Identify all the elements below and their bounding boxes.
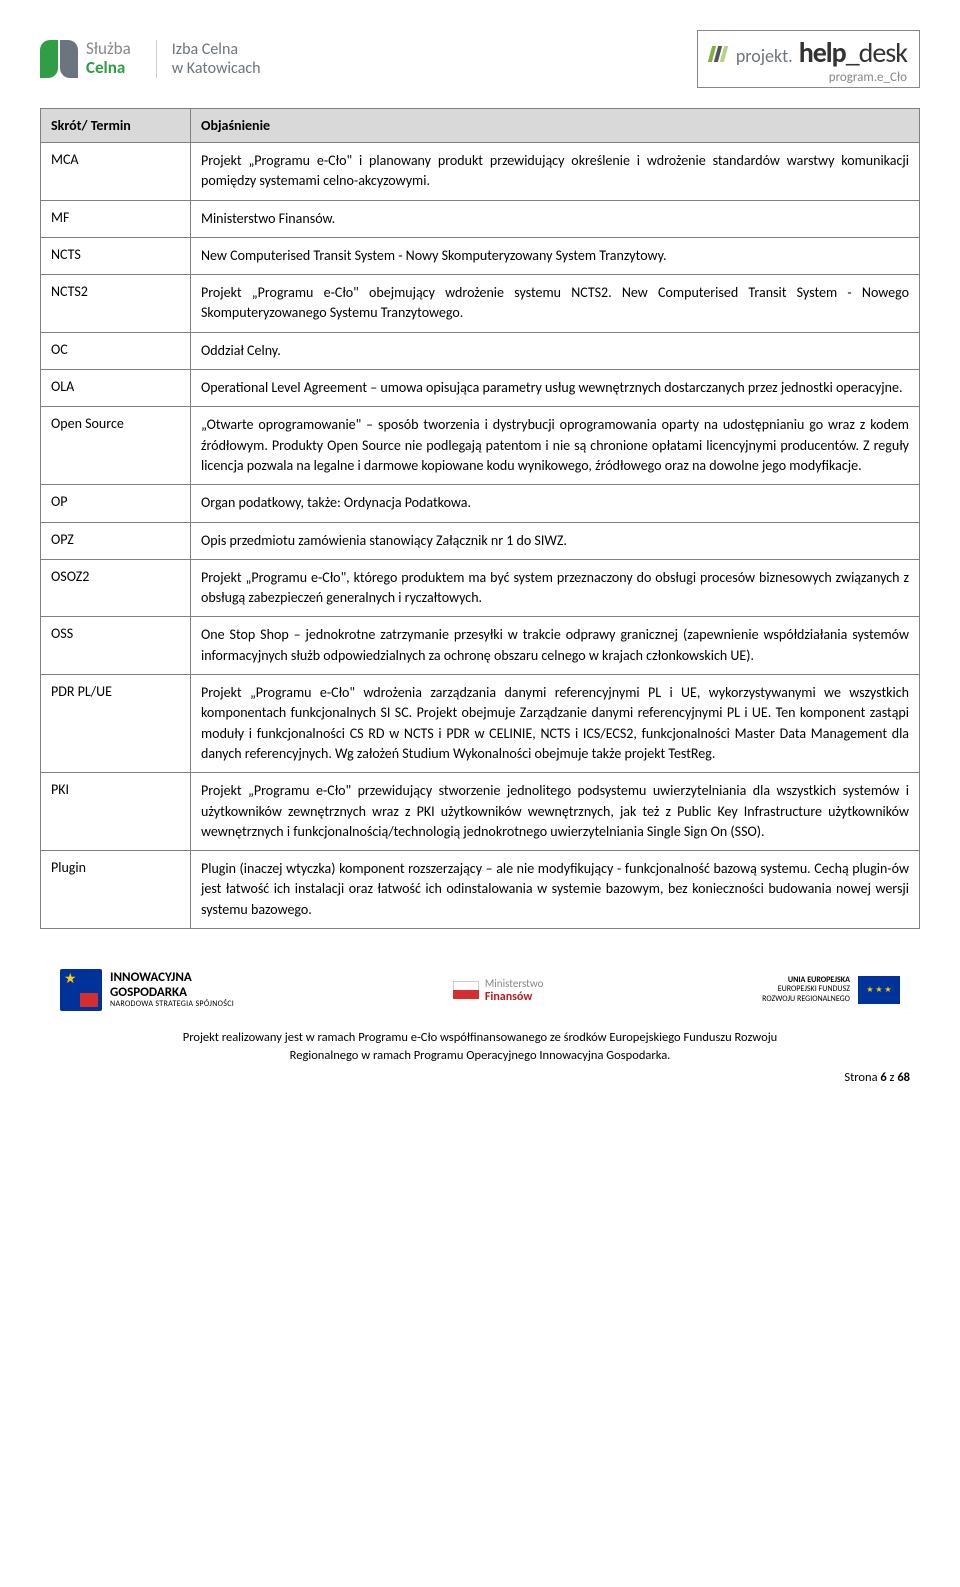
mf-line1: Ministerstwo [485, 977, 544, 990]
cell-desc: Projekt „Programu e-Cło", którego produk… [191, 559, 920, 617]
sluzba-celna-icon [40, 40, 78, 78]
table-row: OP Organ podatkowy, także: Ordynacja Poda… [41, 485, 920, 522]
cell-desc: New Computerised Transit System - Nowy S… [191, 237, 920, 274]
cell-term: OPZ [41, 522, 191, 559]
helpdesk-logo: projekt. help_desk program.e_Cło [697, 30, 920, 88]
page-footer: INNOWACYJNA GOSPODARKA NARODOWA STRATEGI… [40, 959, 920, 1095]
izba-line1: Izba Celna [172, 40, 261, 59]
cell-desc: Projekt „Programu e-Cło" obejmujący wdro… [191, 275, 920, 333]
table-row: NCTS New Computerised Transit System - No… [41, 237, 920, 274]
cell-term: NCTS2 [41, 275, 191, 333]
table-row: OLA Operational Level Agreement – umowa o… [41, 370, 920, 407]
cell-desc: Opis przedmiotu zamówienia stanowiący Za… [191, 522, 920, 559]
footer-logos: INNOWACYJNA GOSPODARKA NARODOWA STRATEGI… [40, 969, 920, 1011]
cell-term: OP [41, 485, 191, 522]
table-header-row: Skrót/ Termin Objaśnienie [41, 109, 920, 143]
cell-desc: „Otwarte oprogramowanie" – sposób tworze… [191, 407, 920, 485]
ig-line2: GOSPODARKA [110, 986, 234, 1000]
ig-icon [60, 969, 102, 1011]
logo-sluzba-celna: Służba Celna [40, 40, 131, 78]
desc-text: Ministerstwo Finansów. [201, 209, 909, 229]
table-row: MCAProjekt „Programu e-Cło" i planowany … [41, 143, 920, 201]
desc-text: Projekt „Programu e-Cło" przewidujący st… [201, 781, 909, 842]
eu-text: UNIA EUROPEJSKA EUROPEJSKI FUNDUSZ ROZWO… [762, 976, 850, 1005]
cell-desc: Oddział Celny. [191, 332, 920, 369]
table-row: PluginPlugin (inaczej wtyczka) komponent… [41, 851, 920, 929]
helpdesk-right: help_desk program.e_Cło [799, 35, 907, 85]
logo-line2: Celna [86, 59, 131, 78]
mf-flag-icon [453, 981, 479, 999]
cell-desc: Organ podatkowy, także: Ordynacja Podatk… [191, 485, 920, 522]
sluzba-celna-text: Służba Celna [86, 40, 131, 77]
footer-text-line1: Projekt realizowany jest w ramach Progra… [40, 1029, 920, 1047]
helpdesk-prefix: projekt. [736, 45, 793, 67]
glossary-table: Skrót/ Termin Objaśnienie MCAProjekt „Pr… [40, 108, 920, 929]
table-row: PDR PL/UEProjekt „Programu e-Cło" wdroże… [41, 675, 920, 773]
ig-line1: INNOWACYJNA [110, 971, 234, 985]
desc-text: Projekt „Programu e-Cło" wdrożenia zarzą… [201, 683, 909, 764]
mf-line2: Finansów [485, 990, 544, 1004]
cell-term: OC [41, 332, 191, 369]
footer-disclaimer: Projekt realizowany jest w ramach Progra… [40, 1029, 920, 1064]
logo-izba-celna: Izba Celna w Katowicach [156, 40, 261, 78]
desc-text: Oddział Celny. [201, 341, 909, 361]
desc-text: Opis przedmiotu zamówienia stanowiący Za… [201, 531, 909, 551]
table-row: NCTS2Projekt „Programu e-Cło" obejmujący… [41, 275, 920, 333]
cell-desc: Projekt „Programu e-Cło" i planowany pro… [191, 143, 920, 201]
ig-line3: NARODOWA STRATEGIA SPÓJNOŚCI [110, 1000, 234, 1009]
footer-text-line2: Regionalnego w ramach Programu Operacyjn… [40, 1047, 920, 1065]
cell-term: NCTS [41, 237, 191, 274]
logo-innowacyjna-gospodarka: INNOWACYJNA GOSPODARKA NARODOWA STRATEGI… [60, 969, 234, 1011]
izba-line2: w Katowicach [172, 59, 261, 78]
cell-term: PDR PL/UE [41, 675, 191, 773]
cell-term: MF [41, 200, 191, 237]
col-term: Skrót/ Termin [41, 109, 191, 143]
cell-term: OSS [41, 617, 191, 675]
eu-flag-icon: ★ ★ ★ [858, 976, 900, 1004]
helpdesk-main: help_desk [799, 35, 907, 70]
desc-text: One Stop Shop – jednokrotne zatrzymanie … [201, 625, 909, 666]
page-label: Strona [844, 1070, 880, 1085]
table-row: OC Oddział Celny. [41, 332, 920, 369]
cell-desc: Projekt „Programu e-Cło" przewidujący st… [191, 773, 920, 851]
eu-line3: ROZWOJU REGIONALNEGO [762, 995, 850, 1005]
cell-desc: Ministerstwo Finansów. [191, 200, 920, 237]
table-row: Open Source„Otwarte oprogramowanie" – sp… [41, 407, 920, 485]
table-row: OSSOne Stop Shop – jednokrotne zatrzyman… [41, 617, 920, 675]
page-sep: z [887, 1070, 898, 1085]
desc-text: Organ podatkowy, także: Ordynacja Podatk… [201, 493, 909, 513]
logo-ministerstwo-finansow: Ministerstwo Finansów [453, 977, 544, 1004]
cell-desc: One Stop Shop – jednokrotne zatrzymanie … [191, 617, 920, 675]
logo-eu: UNIA EUROPEJSKA EUROPEJSKI FUNDUSZ ROZWO… [762, 976, 900, 1005]
cell-term: PKI [41, 773, 191, 851]
cell-term: Plugin [41, 851, 191, 929]
table-row: OSOZ2Projekt „Programu e-Cło", którego p… [41, 559, 920, 617]
table-row: MF Ministerstwo Finansów. [41, 200, 920, 237]
ig-text: INNOWACYJNA GOSPODARKA NARODOWA STRATEGI… [110, 971, 234, 1008]
desc-text: „Otwarte oprogramowanie" – sposób tworze… [201, 415, 909, 476]
page-total: 68 [897, 1070, 910, 1085]
page-header: Służba Celna Izba Celna w Katowicach pro… [40, 20, 920, 108]
cell-term: OSOZ2 [41, 559, 191, 617]
helpdesk-sub: program.e_Cło [829, 70, 907, 85]
cell-desc: Plugin (inaczej wtyczka) komponent rozsz… [191, 851, 920, 929]
desc-text: Projekt „Programu e-Cło", którego produk… [201, 568, 909, 609]
cell-term: MCA [41, 143, 191, 201]
page-number: Strona 6 z 68 [40, 1070, 920, 1085]
desc-text: New Computerised Transit System - Nowy S… [201, 246, 909, 266]
desc-text: Projekt „Programu e-Cło" i planowany pro… [201, 151, 909, 192]
cell-term: OLA [41, 370, 191, 407]
table-row: OPZ Opis przedmiotu zamówienia stanowiący… [41, 522, 920, 559]
cell-desc: Operational Level Agreement – umowa opis… [191, 370, 920, 407]
desc-text: Operational Level Agreement – umowa opis… [201, 378, 909, 398]
desc-text: Plugin (inaczej wtyczka) komponent rozsz… [201, 859, 909, 920]
helpdesk-stripes-icon [710, 46, 726, 62]
desc-text: Projekt „Programu e-Cło" obejmujący wdro… [201, 283, 909, 324]
mf-text: Ministerstwo Finansów [485, 977, 544, 1004]
cell-desc: Projekt „Programu e-Cło" wdrożenia zarzą… [191, 675, 920, 773]
header-left: Służba Celna Izba Celna w Katowicach [40, 40, 261, 78]
cell-term: Open Source [41, 407, 191, 485]
col-desc: Objaśnienie [191, 109, 920, 143]
table-row: PKIProjekt „Programu e-Cło" przewidujący… [41, 773, 920, 851]
